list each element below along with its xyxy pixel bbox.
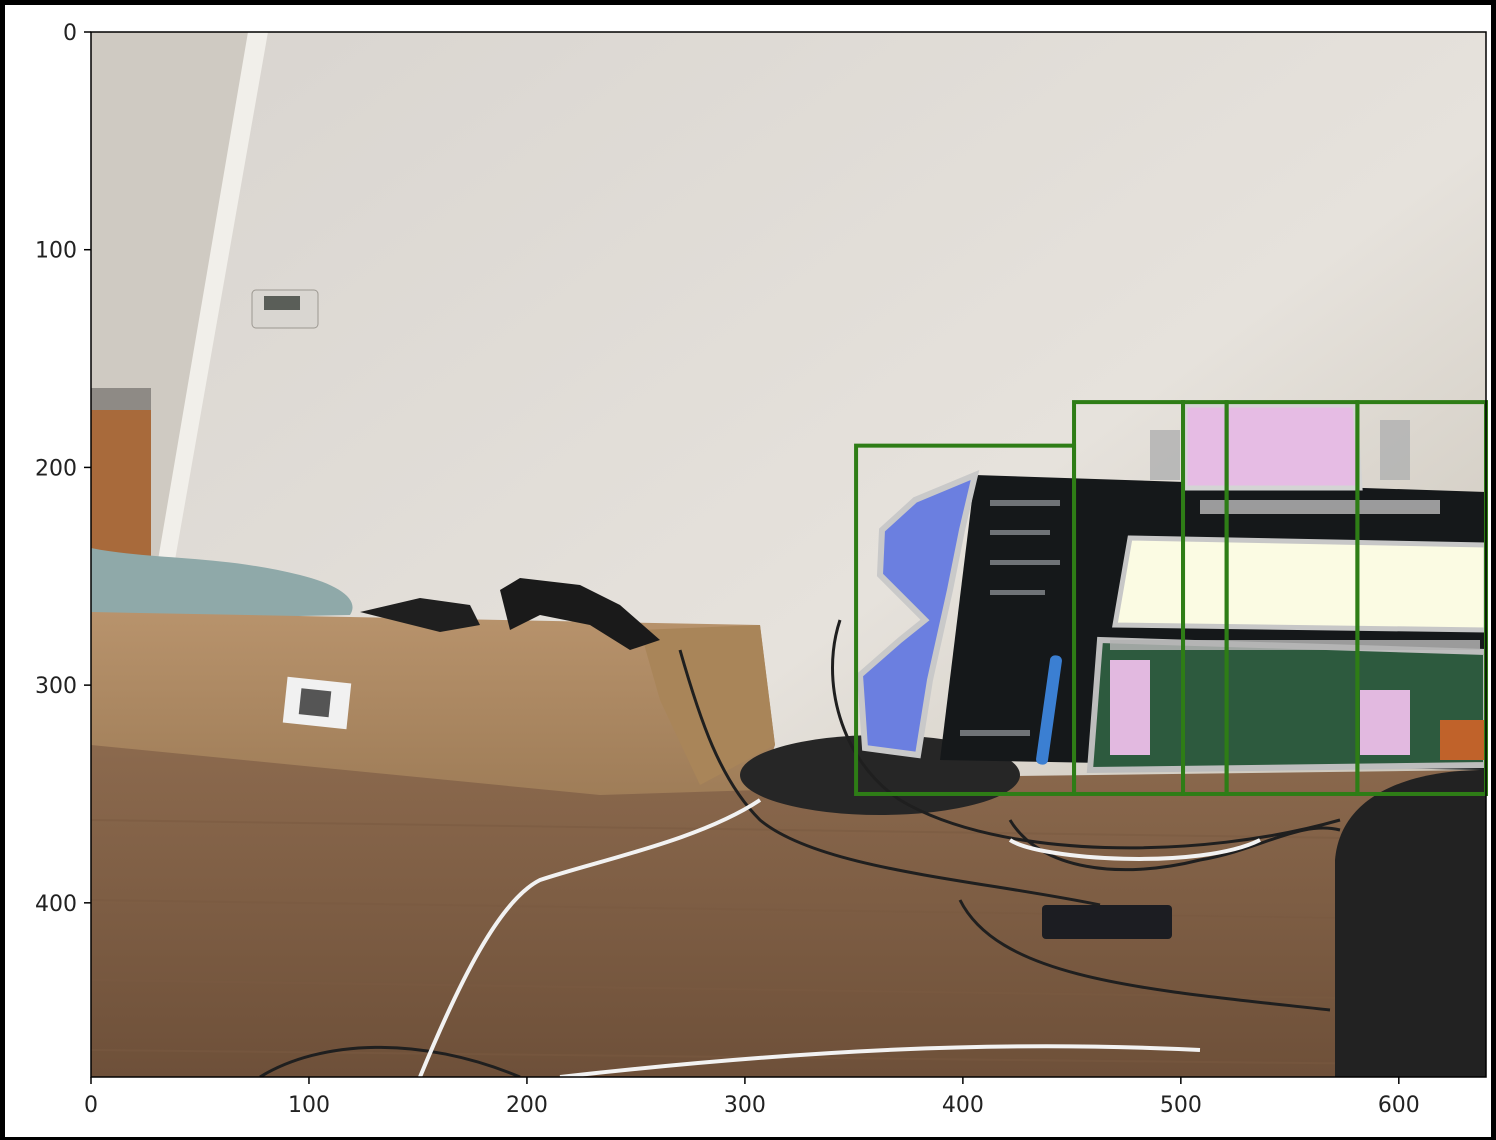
photo <box>91 32 1486 1077</box>
robot-arm <box>500 578 660 650</box>
y-tick-label: 400 <box>35 892 77 917</box>
mask-pink <box>1182 402 1363 491</box>
y-tick-label: 0 <box>63 21 77 46</box>
cables <box>259 619 1341 1077</box>
x-tick-label: 500 <box>1160 1093 1202 1118</box>
mask-cream <box>1112 535 1486 633</box>
blanket <box>91 548 353 620</box>
axes-spine <box>90 31 1487 1078</box>
x-tick-label: 300 <box>724 1093 766 1118</box>
mask-blue <box>856 469 980 759</box>
x-tick-label: 0 <box>84 1093 98 1118</box>
dark-object <box>1335 770 1486 1077</box>
x-tick-label: 600 <box>1378 1093 1420 1118</box>
y-axis: 0 100 200 300 400 <box>35 21 91 917</box>
y-tick-label: 200 <box>35 456 77 481</box>
cardboard-box <box>91 612 775 795</box>
x-tick-label: 200 <box>506 1093 548 1118</box>
bounding-boxes <box>854 400 1488 796</box>
y-tick-label: 300 <box>35 674 77 699</box>
corner-highlight <box>158 32 268 560</box>
y-tick-label: 100 <box>35 239 77 264</box>
x-tick-label: 100 <box>288 1093 330 1118</box>
power-adapter <box>1042 905 1172 939</box>
x-axis: 0 100 200 300 400 500 600 <box>84 1077 1420 1118</box>
x-tick-label: 400 <box>942 1093 984 1118</box>
